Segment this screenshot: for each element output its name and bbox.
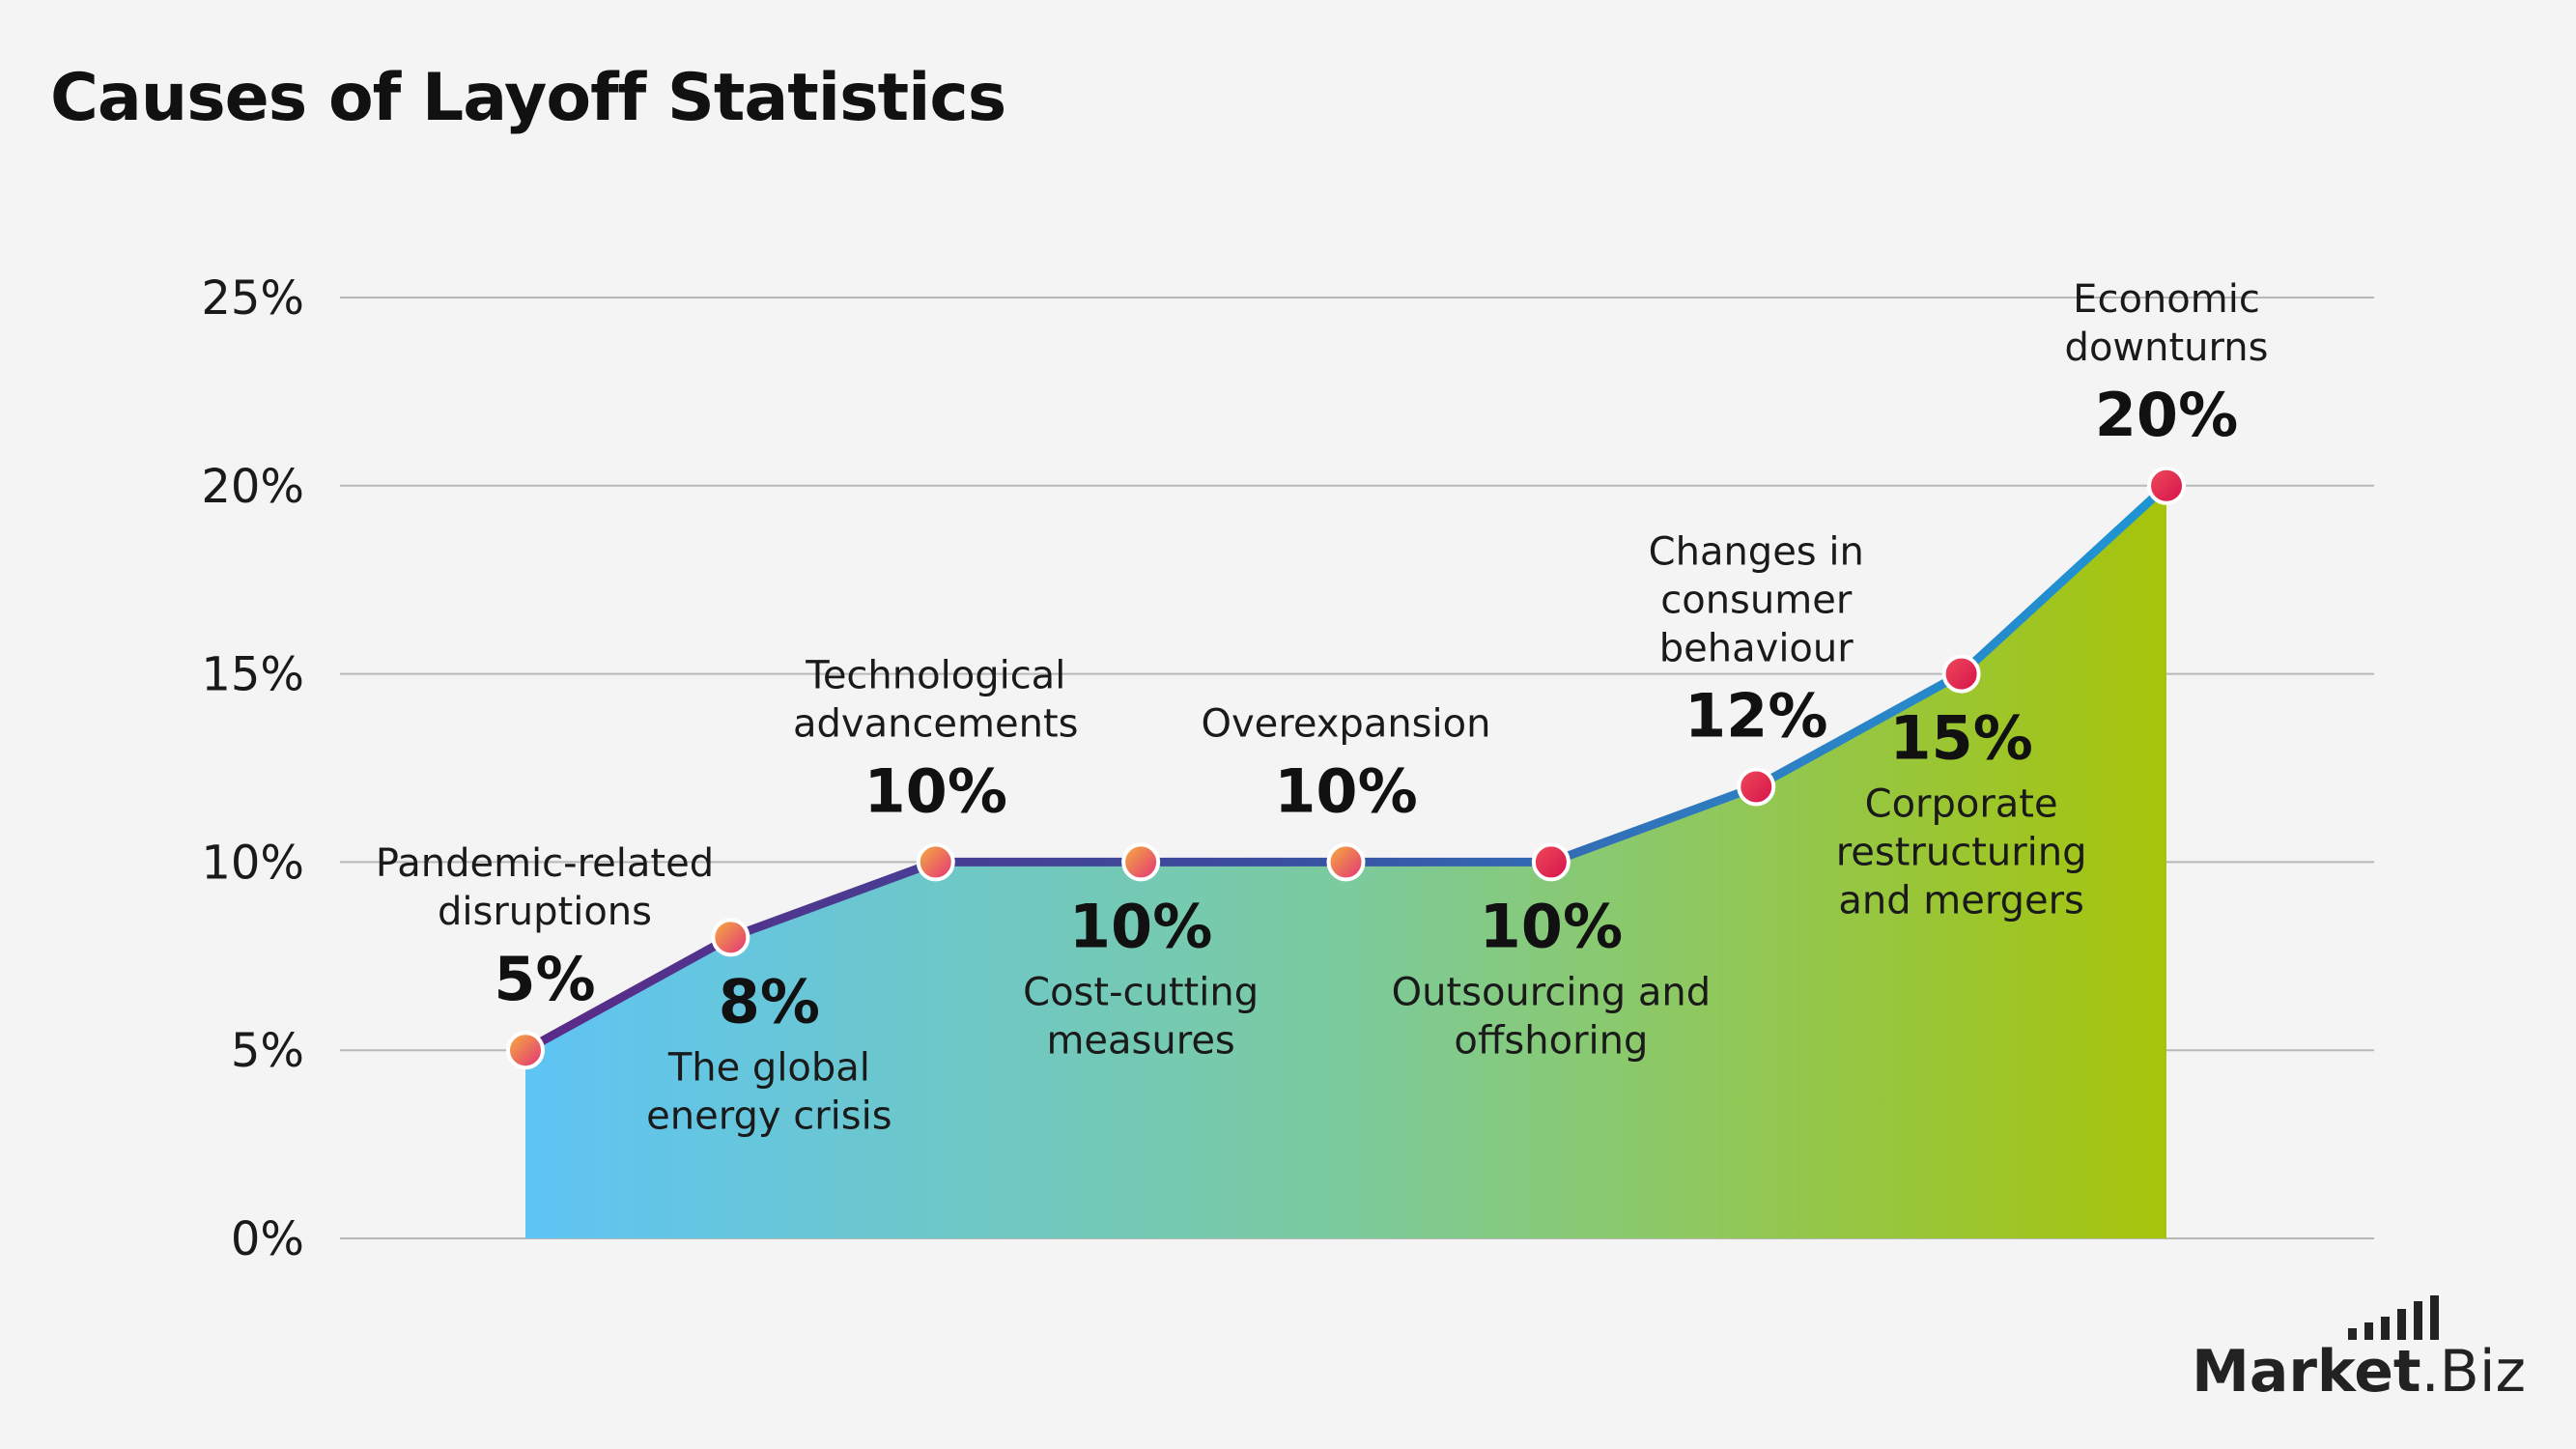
category-label: Outsourcing and	[1392, 970, 1712, 1014]
data-point-marker	[1531, 842, 1571, 882]
data-value-label: 10%	[1069, 891, 1212, 961]
category-label: offshoring	[1454, 1018, 1648, 1063]
data-point-marker	[1737, 767, 1776, 807]
category-label: and mergers	[1838, 879, 2084, 923]
bar-chart-icon	[2348, 1295, 2440, 1340]
y-tick-label: 0%	[231, 1212, 304, 1266]
data-value-label: 10%	[1480, 891, 1623, 961]
category-label: Economic	[2073, 277, 2260, 322]
category-label: disruptions	[438, 890, 652, 934]
y-tick-label: 25%	[201, 271, 304, 326]
category-label: consumer	[1660, 578, 1853, 622]
data-value-label: 8%	[719, 966, 820, 1037]
data-point-marker	[2147, 466, 2186, 505]
y-tick-label: 10%	[201, 836, 304, 890]
category-label: energy crisis	[646, 1094, 892, 1138]
category-label: Cost-cutting	[1023, 970, 1259, 1014]
data-value-label: 20%	[2095, 380, 2238, 450]
data-point-marker	[1121, 842, 1161, 882]
category-label: behaviour	[1659, 626, 1854, 670]
y-tick-label: 20%	[201, 460, 304, 514]
marketbiz-logo: Market .Biz	[2192, 1295, 2526, 1406]
category-label: Overexpansion	[1202, 701, 1491, 746]
chart-title: Causes of Layoff Statistics	[50, 60, 1006, 136]
data-value-label: 10%	[864, 755, 1007, 826]
y-tick-label: 5%	[231, 1024, 304, 1078]
category-label: restructuring	[1836, 831, 2087, 875]
category-label: downturns	[2065, 326, 2269, 370]
data-value-label: 12%	[1684, 680, 1827, 751]
data-value-label: 5%	[494, 944, 595, 1014]
category-label: The global	[667, 1045, 870, 1090]
logo-text-bold: Market	[2192, 1338, 2421, 1406]
category-label: measures	[1046, 1018, 1234, 1063]
category-label: advancements	[793, 701, 1079, 746]
category-label: Corporate	[1865, 782, 2058, 827]
data-point-marker	[1326, 842, 1366, 882]
category-label: Changes in	[1649, 529, 1864, 574]
data-value-label: 10%	[1274, 755, 1417, 826]
data-value-label: 15%	[1889, 703, 2032, 774]
data-point-marker	[506, 1031, 545, 1070]
data-point-marker	[711, 918, 750, 957]
y-tick-label: 15%	[201, 648, 304, 702]
logo-text-light: .Biz	[2420, 1338, 2526, 1406]
data-point-marker	[1941, 654, 1981, 694]
category-label: Pandemic-related	[376, 841, 714, 886]
data-point-marker	[916, 842, 955, 882]
category-label: Technological	[805, 653, 1065, 697]
